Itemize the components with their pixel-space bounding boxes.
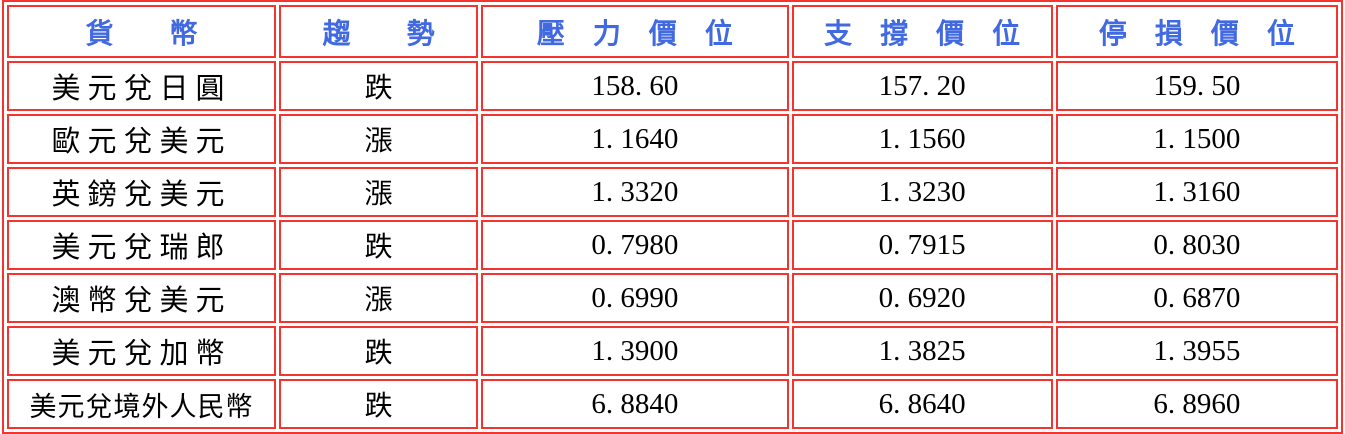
resistance-cell: 1. 1640: [481, 114, 789, 164]
stoploss-cell: 6. 8960: [1055, 379, 1338, 429]
col-header-resistance: 壓 力 價 位: [481, 5, 789, 58]
stoploss-cell: 1. 1500: [1055, 114, 1338, 164]
table-row: 美元兌加幣 跌 1. 3900 1. 3825 1. 3955: [7, 326, 1338, 376]
currency-cell: 美元兌加幣: [7, 326, 277, 376]
resistance-cell: 6. 8840: [481, 379, 789, 429]
currency-cell: 澳幣兌美元: [7, 273, 277, 323]
resistance-cell: 0. 6990: [481, 273, 789, 323]
table-row: 澳幣兌美元 漲 0. 6990 0. 6920 0. 6870: [7, 273, 1338, 323]
stoploss-cell: 159. 50: [1055, 61, 1338, 111]
col-header-currency: 貨 幣: [7, 5, 277, 58]
table-row: 美元兌日圓 跌 158. 60 157. 20 159. 50: [7, 61, 1338, 111]
support-cell: 0. 7915: [791, 220, 1053, 270]
col-header-trend: 趨 勢: [279, 5, 479, 58]
col-header-support: 支 撐 價 位: [791, 5, 1053, 58]
col-header-stoploss: 停 損 價 位: [1055, 5, 1338, 58]
support-cell: 6. 8640: [791, 379, 1053, 429]
resistance-cell: 158. 60: [481, 61, 789, 111]
stoploss-cell: 1. 3160: [1055, 167, 1338, 217]
currency-cell: 美元兌瑞郎: [7, 220, 277, 270]
trend-cell: 跌: [279, 220, 479, 270]
trend-cell: 漲: [279, 273, 479, 323]
stoploss-cell: 0. 8030: [1055, 220, 1338, 270]
resistance-cell: 1. 3320: [481, 167, 789, 217]
resistance-cell: 1. 3900: [481, 326, 789, 376]
table-row: 美元兌境外人民幣 跌 6. 8840 6. 8640 6. 8960: [7, 379, 1338, 429]
stoploss-cell: 1. 3955: [1055, 326, 1338, 376]
currency-cell: 歐元兌美元: [7, 114, 277, 164]
table-row: 歐元兌美元 漲 1. 1640 1. 1560 1. 1500: [7, 114, 1338, 164]
trend-cell: 跌: [279, 326, 479, 376]
trend-cell: 跌: [279, 61, 479, 111]
support-cell: 1. 3825: [791, 326, 1053, 376]
trend-cell: 漲: [279, 167, 479, 217]
trend-cell: 漲: [279, 114, 479, 164]
table-row: 英鎊兌美元 漲 1. 3320 1. 3230 1. 3160: [7, 167, 1338, 217]
stoploss-cell: 0. 6870: [1055, 273, 1338, 323]
support-cell: 1. 1560: [791, 114, 1053, 164]
resistance-cell: 0. 7980: [481, 220, 789, 270]
currency-cell: 美元兌境外人民幣: [7, 379, 277, 429]
trend-cell: 跌: [279, 379, 479, 429]
support-cell: 0. 6920: [791, 273, 1053, 323]
table-header-row: 貨 幣 趨 勢 壓 力 價 位 支 撐 價 位 停 損 價 位: [7, 5, 1338, 58]
support-cell: 1. 3230: [791, 167, 1053, 217]
currency-cell: 美元兌日圓: [7, 61, 277, 111]
table-row: 美元兌瑞郎 跌 0. 7980 0. 7915 0. 8030: [7, 220, 1338, 270]
currency-cell: 英鎊兌美元: [7, 167, 277, 217]
support-cell: 157. 20: [791, 61, 1053, 111]
